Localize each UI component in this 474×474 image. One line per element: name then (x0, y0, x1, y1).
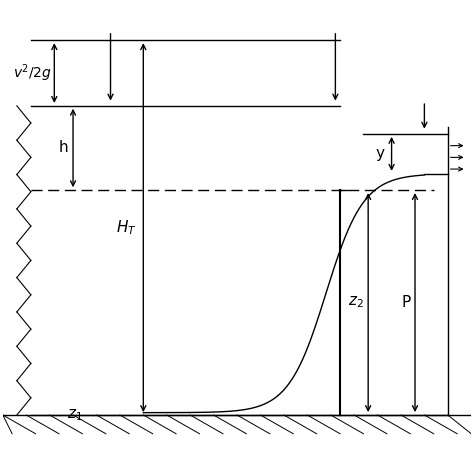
Text: y: y (375, 146, 384, 161)
Text: h: h (59, 140, 68, 155)
Text: P: P (401, 295, 410, 310)
Text: $z_2$: $z_2$ (348, 295, 364, 310)
Text: $H_T$: $H_T$ (116, 219, 137, 237)
Text: $z_1$: $z_1$ (67, 407, 82, 423)
Text: $v^2/2g$: $v^2/2g$ (13, 62, 52, 84)
